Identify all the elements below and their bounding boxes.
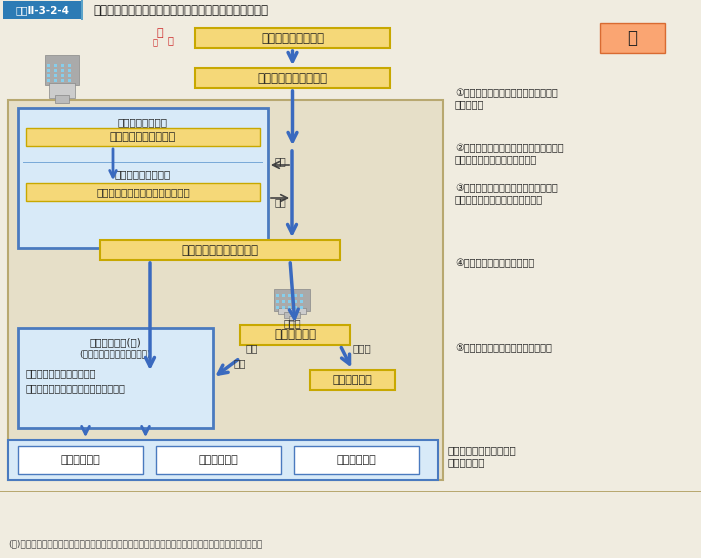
- FancyBboxPatch shape: [0, 0, 701, 20]
- FancyBboxPatch shape: [294, 446, 419, 474]
- FancyBboxPatch shape: [68, 74, 71, 77]
- Text: 武力攻撃事態等及び存立危機事態への対処のための手続: 武力攻撃事態等及び存立危機事態への対処のための手続: [93, 3, 268, 17]
- FancyBboxPatch shape: [47, 74, 50, 77]
- Text: 🏗: 🏗: [627, 29, 637, 47]
- Text: (対策本部長：内閣総理大臣): (対策本部長：内閣総理大臣): [80, 349, 151, 358]
- FancyBboxPatch shape: [0, 491, 701, 492]
- FancyBboxPatch shape: [282, 294, 285, 297]
- FancyBboxPatch shape: [310, 370, 395, 390]
- FancyBboxPatch shape: [55, 95, 69, 103]
- FancyBboxPatch shape: [45, 55, 79, 85]
- FancyBboxPatch shape: [61, 64, 64, 67]
- Text: ①　内閣総理大臣による対処基本方针
　案の作成: ① 内閣総理大臣による対処基本方针 案の作成: [455, 88, 558, 109]
- FancyBboxPatch shape: [300, 294, 303, 297]
- FancyBboxPatch shape: [47, 69, 50, 72]
- FancyBboxPatch shape: [3, 1, 81, 19]
- Text: 国家安全保障会議を専門的に補佐: 国家安全保障会議を専門的に補佐: [96, 187, 190, 197]
- Text: ③　国家安全保障会議による内閣総理
　大臣への対処基本方针案の答申: ③ 国家安全保障会議による内閣総理 大臣への対処基本方针案の答申: [455, 183, 558, 205]
- FancyBboxPatch shape: [294, 306, 297, 309]
- FancyBboxPatch shape: [195, 28, 390, 48]
- FancyBboxPatch shape: [276, 306, 279, 309]
- Text: 政　府: 政 府: [55, 85, 74, 95]
- FancyBboxPatch shape: [68, 69, 71, 72]
- FancyBboxPatch shape: [54, 74, 57, 77]
- FancyBboxPatch shape: [156, 446, 281, 474]
- FancyBboxPatch shape: [18, 108, 268, 248]
- FancyBboxPatch shape: [81, 0, 83, 20]
- Text: ②　内閣総理大臣による対処基本方针案
　の国家安全保障会議への詮問: ② 内閣総理大臣による対処基本方针案 の国家安全保障会議への詮問: [455, 143, 564, 165]
- Text: 図表Ⅱ-3-2-4: 図表Ⅱ-3-2-4: [15, 5, 69, 15]
- Text: 承認: 承認: [246, 343, 258, 353]
- Text: 対処基本方針案の審議: 対処基本方針案の審議: [110, 132, 176, 142]
- Text: 承認: 承認: [233, 358, 246, 368]
- FancyBboxPatch shape: [288, 294, 291, 297]
- FancyBboxPatch shape: [0, 20, 701, 558]
- FancyBboxPatch shape: [61, 79, 64, 82]
- Text: 諮問: 諮問: [274, 156, 286, 166]
- FancyBboxPatch shape: [282, 306, 285, 309]
- FancyBboxPatch shape: [18, 446, 143, 474]
- Text: 対処基本方针、利用指針
に従って対処: 対処基本方针、利用指針 に従って対処: [448, 445, 517, 467]
- FancyBboxPatch shape: [276, 294, 279, 297]
- Text: 不承認: 不承認: [353, 343, 372, 353]
- Text: 指定公共機関: 指定公共機関: [336, 455, 376, 465]
- Text: ・対処措置の総合的な推進: ・対処措置の総合的な推進: [26, 368, 97, 378]
- Text: 速やかに終了: 速やかに終了: [333, 375, 372, 385]
- Text: 答申: 答申: [274, 197, 286, 207]
- FancyBboxPatch shape: [54, 79, 57, 82]
- FancyBboxPatch shape: [61, 69, 64, 72]
- Text: ④　対処基本方针の開議決定: ④ 対処基本方针の開議決定: [455, 258, 534, 268]
- FancyBboxPatch shape: [100, 240, 340, 260]
- FancyBboxPatch shape: [294, 300, 297, 303]
- FancyBboxPatch shape: [18, 328, 213, 428]
- FancyBboxPatch shape: [195, 68, 390, 88]
- FancyBboxPatch shape: [23, 162, 263, 163]
- FancyBboxPatch shape: [282, 300, 285, 303]
- Text: 指定行政機関: 指定行政機関: [60, 455, 100, 465]
- Text: 武力攻撃の発生など: 武力攻撃の発生など: [261, 31, 324, 45]
- FancyBboxPatch shape: [26, 128, 260, 146]
- FancyBboxPatch shape: [300, 306, 303, 309]
- FancyBboxPatch shape: [300, 300, 303, 303]
- Text: 国会承認求め: 国会承認求め: [274, 329, 316, 341]
- FancyBboxPatch shape: [68, 64, 71, 67]
- Text: 国　会: 国 会: [283, 318, 301, 328]
- Text: 事態対処専門委員会: 事態対処専門委員会: [115, 169, 171, 179]
- FancyBboxPatch shape: [8, 100, 443, 480]
- Text: ・特定公共施設などの利用指針の策定: ・特定公共施設などの利用指針の策定: [26, 383, 126, 393]
- FancyBboxPatch shape: [288, 306, 291, 309]
- Text: 🏃: 🏃: [153, 39, 158, 47]
- FancyBboxPatch shape: [26, 183, 260, 201]
- FancyBboxPatch shape: [289, 316, 295, 321]
- FancyBboxPatch shape: [276, 300, 279, 303]
- FancyBboxPatch shape: [8, 440, 438, 480]
- FancyBboxPatch shape: [274, 289, 310, 311]
- FancyBboxPatch shape: [600, 23, 665, 53]
- FancyBboxPatch shape: [49, 83, 75, 98]
- FancyBboxPatch shape: [54, 69, 57, 72]
- FancyBboxPatch shape: [288, 300, 291, 303]
- Text: ⑤　国会による対処基本方针の承認: ⑤ 国会による対処基本方针の承認: [455, 343, 552, 353]
- FancyBboxPatch shape: [284, 312, 300, 318]
- Text: 🏃: 🏃: [157, 28, 163, 38]
- Text: 対処基本方針の閣議決定: 対処基本方針の閣議決定: [182, 243, 259, 257]
- Text: 国家安全保障会議: 国家安全保障会議: [118, 117, 168, 127]
- Text: 対処基本方針案の作成: 対処基本方針案の作成: [257, 71, 327, 84]
- FancyBboxPatch shape: [47, 79, 50, 82]
- FancyBboxPatch shape: [294, 294, 297, 297]
- Text: 🏃: 🏃: [167, 35, 173, 45]
- FancyBboxPatch shape: [240, 325, 350, 345]
- Text: (注)　武力攻撃事態等又は存立危機事態への対処措置の総合的な源進のために内閣に設置される対策本部: (注) 武力攻撃事態等又は存立危機事態への対処措置の総合的な源進のために内閣に設…: [8, 539, 262, 548]
- FancyBboxPatch shape: [61, 74, 64, 77]
- Text: 事態対策本部(注): 事態対策本部(注): [90, 337, 142, 347]
- FancyBboxPatch shape: [47, 64, 50, 67]
- FancyBboxPatch shape: [68, 79, 71, 82]
- Text: 地方公共団体: 地方公共団体: [198, 455, 238, 465]
- FancyBboxPatch shape: [54, 64, 57, 67]
- FancyBboxPatch shape: [278, 308, 306, 314]
